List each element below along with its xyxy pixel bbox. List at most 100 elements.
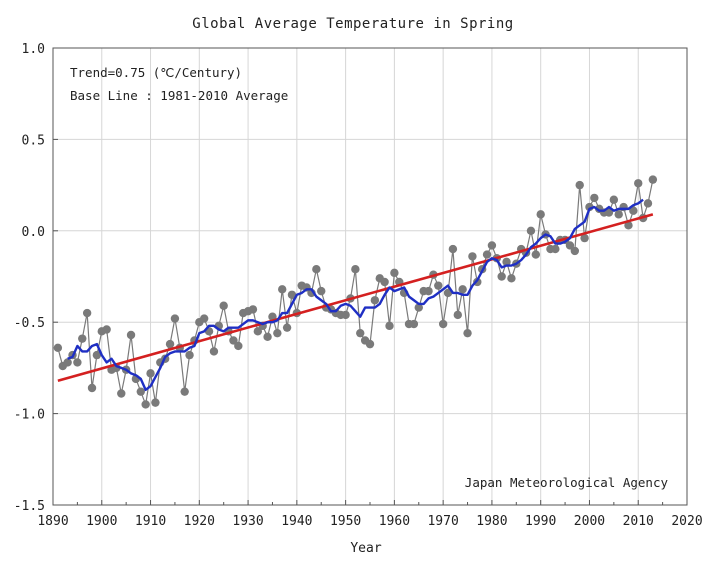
- x-tick-label: 1940: [281, 514, 312, 529]
- annual-anomaly-point: [209, 347, 219, 356]
- baseline-annotation: Base Line : 1981-2010 Average: [70, 88, 288, 103]
- annual-anomaly-point: [229, 336, 238, 345]
- annual-anomaly-point: [390, 268, 399, 278]
- annual-anomaly-point: [312, 264, 321, 274]
- annual-anomaly-point: [590, 193, 599, 203]
- annual-anomaly-point: [370, 296, 380, 305]
- annual-anomaly-point: [502, 257, 511, 267]
- annual-anomaly-point: [78, 334, 87, 343]
- gridlines: [53, 48, 687, 505]
- annual-anomaly-point: [482, 250, 492, 259]
- annual-anomaly-point: [575, 180, 584, 190]
- annual-anomaly-point: [463, 328, 472, 338]
- annual-anomaly-point: [351, 264, 360, 274]
- x-axis-title: Year: [350, 541, 381, 556]
- x-tick-label: 2020: [671, 514, 702, 529]
- annual-anomaly-point: [497, 272, 506, 281]
- annual-anomaly-point: [317, 286, 326, 296]
- annual-anomaly-point: [141, 400, 150, 409]
- annual-anomaly-point: [356, 328, 365, 338]
- annual-anomaly-point: [487, 241, 497, 250]
- annual-anomaly-point: [570, 246, 580, 256]
- annual-anomaly-line: [57, 179, 654, 407]
- annual-anomaly-point: [438, 319, 448, 329]
- trend-line: [57, 213, 654, 382]
- annual-anomaly-point: [565, 241, 575, 250]
- annual-anomaly-point: [468, 252, 477, 261]
- annual-anomaly-point: [248, 305, 258, 314]
- annual-anomaly-point: [253, 327, 263, 336]
- annual-anomaly-point: [380, 277, 389, 287]
- annual-anomaly-point: [63, 358, 72, 367]
- annual-anomaly-point: [624, 221, 633, 230]
- trend-annotation: Trend=0.75 (℃/Century): [70, 65, 242, 80]
- annual-anomaly-point: [278, 285, 287, 294]
- annual-anomaly-point: [82, 308, 92, 318]
- x-axis-ticks: 1890 1900 1910 1920 1930 1940 1950 1960 1970 1980…: [37, 500, 703, 529]
- x-tick-label: 1950: [330, 514, 361, 529]
- y-tick-label: 0.0: [22, 225, 45, 240]
- x-tick-label: 1900: [86, 514, 117, 529]
- annual-anomaly-point: [263, 332, 272, 342]
- annual-anomaly-point: [219, 301, 228, 310]
- annual-anomaly-point: [507, 274, 516, 283]
- annual-anomaly-point: [526, 226, 536, 235]
- annual-anomaly-point: [531, 250, 541, 259]
- annual-anomaly-point: [117, 389, 126, 398]
- annual-anomaly-point: [629, 206, 638, 215]
- y-tick-label: -1.0: [14, 408, 45, 423]
- annual-anomaly-point: [551, 244, 560, 254]
- annual-anomaly-point: [53, 343, 63, 352]
- annual-anomaly-point: [170, 314, 180, 323]
- chart-title: Global Average Temperature in Spring: [192, 16, 513, 32]
- y-axis-ticks: 1.0 0.5 0.0 -0.5 -1.0 -1.5: [14, 42, 58, 514]
- annual-anomaly-point: [341, 310, 350, 320]
- annual-anomaly-point: [282, 323, 292, 332]
- annual-anomaly-point: [448, 244, 458, 254]
- annual-anomaly-point: [151, 398, 160, 407]
- annual-anomaly-point: [604, 208, 614, 217]
- annual-anomaly-point: [536, 210, 545, 219]
- annual-anomaly-point: [287, 290, 297, 299]
- annual-anomaly-point: [648, 175, 658, 184]
- annual-anomaly-point: [453, 310, 462, 320]
- x-tick-label: 1960: [379, 514, 410, 529]
- annual-anomaly-point: [73, 358, 82, 367]
- annual-anomaly-point: [126, 330, 136, 340]
- running-mean-line: [67, 198, 644, 392]
- x-tick-label: 1910: [135, 514, 166, 529]
- x-tick-label: 1980: [476, 514, 507, 529]
- annual-anomaly-point: [87, 383, 97, 393]
- annual-anomaly-point: [92, 350, 102, 360]
- annual-anomaly-point: [234, 341, 243, 351]
- annual-anomaly-point: [146, 369, 155, 378]
- annual-anomaly-point: [136, 387, 145, 396]
- annual-anomaly-point: [409, 319, 419, 329]
- annual-anomaly-point: [634, 179, 643, 188]
- plot-frame: [52, 47, 688, 506]
- annual-anomaly-point: [580, 233, 589, 243]
- y-tick-label: 1.0: [22, 42, 45, 57]
- annual-anomaly-point: [165, 339, 175, 349]
- annual-anomaly-point: [365, 339, 375, 349]
- y-tick-label: -1.5: [14, 499, 45, 514]
- source-annotation: Japan Meteorological Agency: [465, 475, 669, 490]
- annual-anomaly-point: [614, 210, 623, 219]
- x-tick-label: 1930: [232, 514, 263, 529]
- annual-anomaly-point: [385, 321, 394, 331]
- x-tick-label: 1920: [184, 514, 215, 529]
- y-tick-label: -0.5: [14, 316, 45, 331]
- annual-anomaly-point: [643, 199, 653, 208]
- annual-anomaly-point: [185, 350, 194, 360]
- annual-anomaly-point: [609, 195, 619, 204]
- x-tick-label: 2000: [574, 514, 605, 529]
- y-tick-label: 0.5: [22, 133, 45, 148]
- annual-anomaly-point: [102, 325, 111, 334]
- annual-anomaly-point: [414, 303, 423, 312]
- annual-anomaly-point: [180, 387, 189, 396]
- annual-anomaly-point: [424, 286, 433, 296]
- x-tick-label: 2010: [623, 514, 654, 529]
- annual-anomaly-point: [199, 314, 209, 323]
